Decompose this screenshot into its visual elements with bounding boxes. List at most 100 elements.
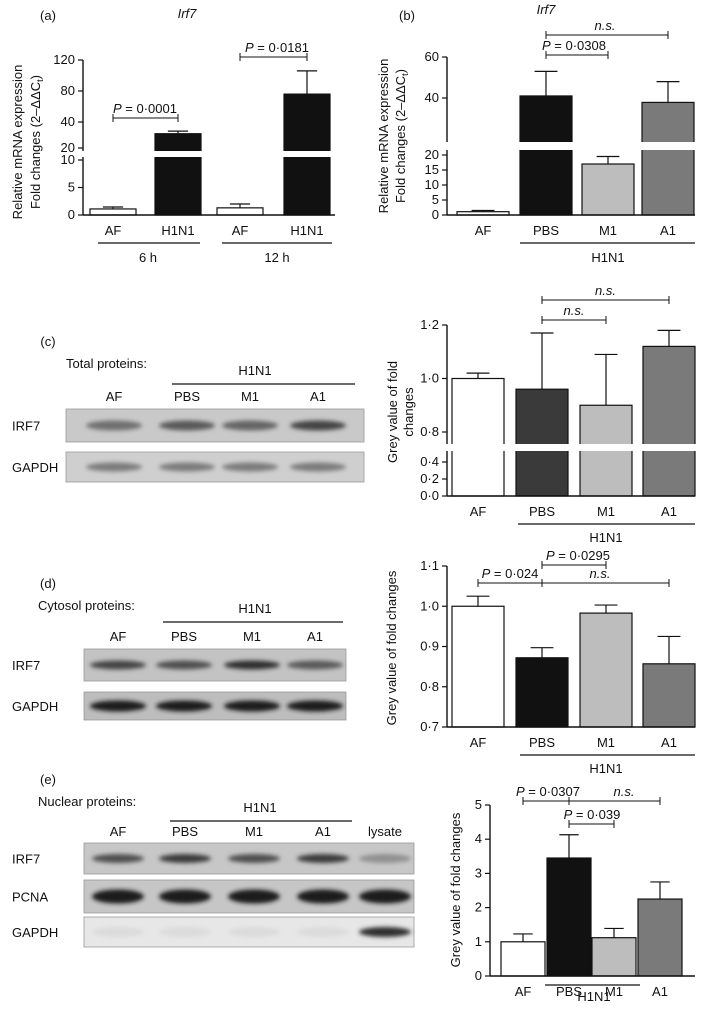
group-label: H1N1: [591, 250, 624, 265]
p-symbol: P: [546, 548, 555, 563]
y-axis-label: changes: [401, 387, 416, 437]
y-tick-label: 0·4: [420, 454, 439, 469]
category-label: AF: [470, 735, 487, 750]
lane-label: AF: [106, 389, 123, 404]
category-label: AF: [475, 223, 492, 238]
blot-band: [287, 700, 343, 712]
lane-label: M1: [241, 389, 259, 404]
category-label: A1: [661, 735, 677, 750]
y-tick-label: 40: [425, 90, 439, 105]
blot-band: [222, 420, 278, 431]
blot-row-label: GAPDH: [12, 925, 58, 940]
y-tick-label: 3: [475, 865, 482, 880]
chart_data-1-annotations-0-stat-label: P = 0·0308: [542, 38, 606, 53]
chart_data-3-annotations-0-stat-label: P = 0·024: [482, 566, 539, 581]
p-symbol: P: [564, 807, 573, 822]
chart-title: Irf7: [537, 2, 557, 17]
y-tick-label: 1·1: [420, 558, 439, 573]
y-axis-label: Grey value of fold: [385, 361, 400, 463]
bar-pbs: [519, 95, 573, 216]
y-axis-label: Fold changes (2–ΔΔCt): [28, 75, 45, 209]
y-tick-label: 0: [475, 968, 482, 983]
group-label: 12 h: [264, 250, 289, 265]
p-value: = 0·0181: [254, 40, 309, 55]
y-tick-label: 60: [425, 49, 439, 64]
y-tick-label: 4: [475, 831, 482, 846]
category-label: H1N1: [290, 223, 323, 238]
bar-a1: [641, 101, 695, 216]
y-tick-label: 5: [68, 180, 75, 195]
blot-band: [156, 700, 212, 712]
category-label: A1: [652, 984, 668, 999]
chart_data-4-annotations-0-stat-label: P = 0·0307: [516, 784, 580, 799]
y-tick-label: 0·0: [420, 488, 439, 503]
blot-band: [92, 927, 144, 937]
blot-band: [228, 889, 280, 904]
y-tick-label: 2: [475, 900, 482, 915]
category-label: AF: [470, 504, 487, 519]
category-label: PBS: [556, 984, 582, 999]
axis-break: [441, 142, 699, 150]
y-tick-label: 5: [432, 192, 439, 207]
category-label: A1: [661, 504, 677, 519]
blot-band: [159, 927, 211, 937]
blot-band: [159, 420, 215, 431]
blot-row-label: PCNA: [12, 890, 48, 905]
lane-label: PBS: [174, 389, 200, 404]
panel-label: (c): [40, 334, 55, 349]
y-tick-label: 10: [425, 177, 439, 192]
y-tick-label: 1·2: [420, 317, 439, 332]
lane-label: PBS: [171, 629, 197, 644]
chart_data-3-annotations-1-stat-label: P = 0·0295: [546, 548, 610, 563]
group-label: H1N1: [577, 989, 610, 1004]
y-tick-label: 20: [425, 147, 439, 162]
blot-band: [156, 660, 212, 670]
blot-header: Total proteins:: [66, 356, 147, 371]
panel-label: (a): [40, 8, 56, 23]
lane-label: M1: [245, 824, 263, 839]
y-tick-label: 1·0: [420, 598, 439, 613]
blot-band: [90, 660, 146, 670]
category-label: M1: [597, 504, 615, 519]
p-symbol: P: [516, 784, 525, 799]
blot-band: [297, 854, 349, 863]
chart_data-4-annotations-2-stat-label: n.s.: [614, 784, 635, 799]
p-value: = 0·0001: [122, 101, 177, 116]
bar-af: [451, 605, 505, 728]
y-tick-label: 0·2: [420, 471, 439, 486]
blot-band: [290, 462, 346, 472]
blot-group-label: H1N1: [238, 601, 271, 616]
y-tick-label: 1: [475, 934, 482, 949]
group-label: H1N1: [589, 530, 622, 545]
category-label: PBS: [529, 735, 555, 750]
chart_data-0-annotations-1-stat-label: P = 0·0181: [245, 40, 309, 55]
chart_data-2-annotations-0-stat-label: n.s.: [564, 303, 585, 318]
p-value: = 0·0295: [555, 548, 610, 563]
category-label: AF: [232, 223, 249, 238]
p-value: = 0·0308: [551, 38, 606, 53]
bar-h1n1: [154, 133, 202, 216]
blot-row-label: GAPDH: [12, 699, 58, 714]
bar-m1: [581, 163, 635, 216]
y-axis-label: Relative mRNA expression: [376, 59, 391, 214]
blot-row-label: IRF7: [12, 419, 40, 434]
category-label: PBS: [533, 223, 559, 238]
group-label: H1N1: [589, 761, 622, 776]
y-axis-label: Grey value of fold changes: [384, 570, 399, 725]
panel-label: (e): [40, 772, 56, 787]
blot-band: [287, 660, 343, 670]
blot-band: [359, 889, 411, 904]
p-value: = 0·0307: [525, 784, 580, 799]
blot-band: [290, 420, 346, 431]
bar-af: [500, 941, 546, 977]
chart_data-3-annotations-2-stat-label: n.s.: [590, 566, 611, 581]
blot-header: Nuclear proteins:: [38, 794, 136, 809]
y-tick-label: 0·9: [420, 639, 439, 654]
p-symbol: P: [542, 38, 551, 53]
bar-af: [89, 208, 137, 216]
blot-band: [228, 854, 280, 863]
y-axis-label: Grey value of fold changes: [448, 812, 463, 967]
bar-pbs: [546, 857, 592, 977]
blot-band: [359, 927, 411, 937]
